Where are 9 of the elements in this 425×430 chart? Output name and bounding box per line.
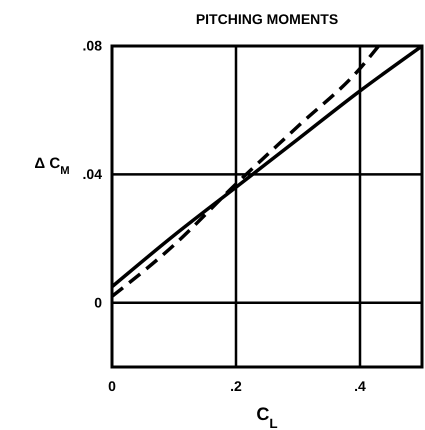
x-tick-label: 0 bbox=[108, 378, 116, 394]
y-axis-title: Δ C$_{M}$ bbox=[34, 154, 70, 177]
x-tick-label: .2 bbox=[230, 378, 242, 394]
chart-title: PITCHING MOMENTS bbox=[196, 11, 338, 27]
y-tick-label: .08 bbox=[82, 37, 102, 54]
y-tick-label: 0 bbox=[94, 294, 102, 310]
y-tick-label: .04 bbox=[82, 166, 102, 182]
x-axis-title: C$_{L}$ bbox=[256, 404, 278, 430]
x-tick-label: .4 bbox=[354, 378, 366, 394]
